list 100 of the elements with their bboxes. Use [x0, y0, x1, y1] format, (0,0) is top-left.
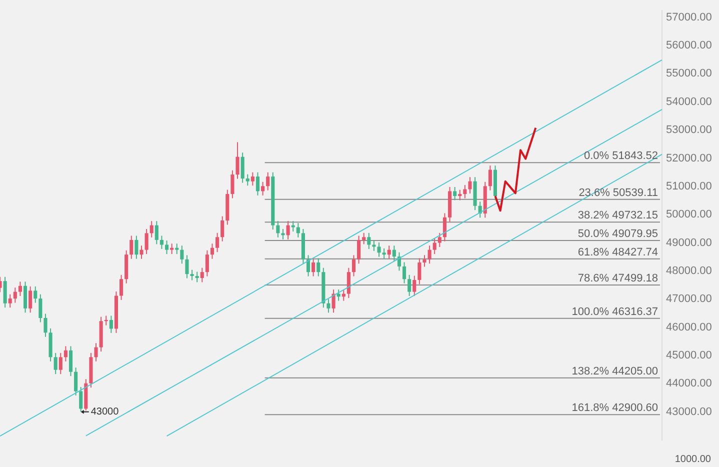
candlestick [13, 287, 17, 304]
candlestick [246, 174, 250, 186]
y-tick-label: 46000.00 [666, 321, 712, 334]
candlestick [316, 258, 320, 277]
candlestick [412, 275, 416, 297]
y-tick-label: 48000.00 [666, 264, 712, 277]
candlestick [38, 294, 42, 323]
candlestick [352, 254, 356, 277]
y-tick-label: 47000.00 [666, 293, 712, 306]
candlestick [357, 235, 361, 264]
candlestick [286, 220, 290, 240]
candlestick [418, 258, 422, 285]
candlestick [346, 267, 350, 298]
y-tick-label: 56000.00 [666, 40, 712, 52]
candlestick [432, 238, 436, 255]
candlestick [154, 220, 158, 245]
candlestick [44, 313, 48, 338]
candlestick [164, 240, 169, 255]
y-tick-label: 43000.00 [666, 406, 712, 418]
candlestick [28, 286, 32, 314]
y-tick-label: 44000.00 [666, 378, 712, 390]
y-tick-label: 51000.00 [666, 180, 712, 192]
candlestick [180, 245, 184, 264]
y-tick-label: 50000.00 [666, 208, 712, 221]
candlestick [442, 212, 446, 242]
y-tick-label: 53000.00 [666, 124, 712, 136]
candlestick [74, 367, 78, 396]
candlestick [120, 274, 124, 300]
candlestick [8, 294, 12, 308]
candlestick [236, 142, 240, 180]
candlestick [3, 276, 7, 308]
candlestick [210, 243, 214, 260]
candlestick [392, 245, 396, 262]
candlestick [240, 152, 244, 184]
candlestick [79, 386, 83, 412]
candlestick [170, 243, 174, 255]
candlestick [422, 254, 426, 268]
candlestick [362, 232, 366, 245]
candlestick [408, 274, 412, 297]
ref-line-label: 161.8% 42900.60 [572, 402, 658, 414]
candlestick [150, 220, 154, 238]
y-tick-label: 52000.00 [666, 152, 712, 164]
ref-line-label: 0.0% 51843.52 [584, 150, 658, 162]
candlestick [326, 298, 330, 314]
candlestick [453, 186, 457, 201]
candlestick [458, 189, 462, 201]
candlestick [134, 235, 138, 260]
candlestick [23, 281, 28, 314]
candlestick [377, 242, 381, 258]
candlestick [220, 216, 224, 242]
candlestick [463, 184, 467, 199]
ref-line-label: 61.8% 48427.74 [578, 246, 658, 258]
candlestick [261, 181, 265, 196]
y-tick-label: 54000.00 [666, 96, 712, 108]
candlestick [276, 220, 280, 238]
candlestick [54, 352, 58, 375]
candlestick [160, 235, 164, 250]
candlestick [250, 172, 254, 186]
candlestick [175, 243, 179, 255]
candlestick [387, 245, 391, 260]
candlestick [140, 245, 144, 260]
candlestick [58, 352, 62, 375]
candlestick [68, 346, 73, 377]
y-tick-label: 49000.00 [666, 236, 712, 249]
ref-line-label: 138.2% 44205.00 [572, 365, 658, 378]
candlestick [402, 262, 406, 284]
candlestick [185, 254, 189, 279]
annotation: 43000 [90, 406, 120, 418]
y-tick-label: 45000.00 [666, 350, 712, 362]
candlestick [367, 232, 371, 250]
candlestick [200, 267, 204, 283]
candlestick [130, 235, 134, 260]
text: 1000.00 [674, 454, 712, 465]
candlestick [94, 342, 98, 362]
candlestick [190, 269, 194, 281]
candlestick [34, 286, 38, 304]
candlestick [18, 281, 22, 297]
candlestick [488, 165, 492, 191]
candlestick [109, 315, 113, 334]
candlestick [296, 222, 300, 238]
candlestick [216, 232, 220, 253]
candlestick [230, 170, 234, 199]
candlestick [438, 232, 442, 248]
candlestick [312, 258, 316, 277]
candlestick [144, 228, 148, 255]
ref-line-label: 38.2% 49732.15 [578, 210, 658, 222]
ref-line-label: 100.0% 46316.37 [572, 306, 658, 318]
candlestick [332, 289, 336, 314]
candlestick [382, 248, 386, 260]
candlestick [64, 346, 68, 362]
y-tick-label: 55000.00 [666, 68, 712, 80]
ref-line-label: 50.0% 49079.95 [578, 228, 658, 240]
y-tick-label: 57000.00 [666, 11, 712, 24]
candlestick [372, 240, 376, 252]
candlestick [291, 220, 295, 232]
candlestick [205, 250, 209, 277]
candlestick [468, 176, 472, 194]
candlestick [266, 172, 270, 191]
candlestick [281, 228, 285, 240]
ref-line-label: 78.6% 47499.18 [578, 272, 658, 285]
